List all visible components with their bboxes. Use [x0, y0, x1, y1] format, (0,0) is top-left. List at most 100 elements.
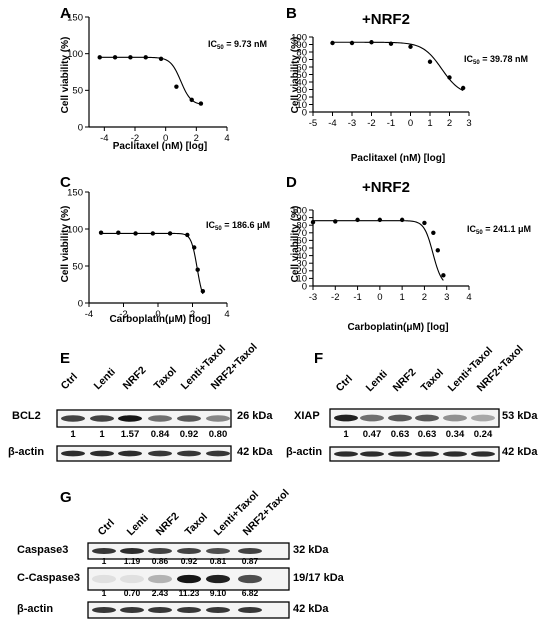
x-tick-label: -5: [309, 118, 317, 129]
blot-band: [443, 414, 467, 422]
x-tick-label: -4: [328, 118, 336, 129]
plot-a: 0 50 100 150 -4 -2 0 2 4: [67, 12, 230, 144]
lane-label: Ctrl: [334, 373, 355, 394]
kda-caspase3: 32 kDa: [293, 544, 329, 556]
blot-band: [177, 574, 201, 584]
blot-band: [120, 547, 144, 555]
data-point: [158, 56, 164, 61]
x-tick-label: 0: [163, 133, 168, 144]
panel-letter-f: F: [314, 350, 323, 367]
blot-frame: [56, 445, 232, 462]
lane-label: Taxol: [419, 367, 446, 394]
y-tick-label: 100: [291, 32, 307, 43]
y-tick-label: 10: [296, 100, 307, 111]
blot-band: [334, 451, 358, 457]
blot-frame: [329, 446, 500, 462]
panel-b: B +NRF2 Cell viability (%) Paclitaxel (n…: [286, 5, 528, 164]
x-tick-label: -3: [348, 118, 356, 129]
y-tick-label: 50: [296, 243, 307, 254]
data-point: [460, 85, 466, 91]
blot-band: [206, 415, 230, 422]
blot-band: [148, 415, 172, 422]
ic50-b: IC50 = 39.78 nM: [464, 54, 528, 66]
y-tick-label: 10: [296, 274, 307, 285]
xlabel-b: Paclitaxel (nM) [log]: [351, 153, 445, 164]
quant-value: 0.24: [474, 429, 493, 440]
x-tick-label: -2: [331, 292, 339, 303]
quant-row-bcl2: 1 1 1.57 0.84 0.92 0.80: [70, 429, 227, 440]
data-point: [310, 219, 316, 225]
x-tick-label: -1: [387, 118, 395, 129]
data-point: [355, 217, 360, 223]
y-tick-label: 0: [78, 122, 83, 133]
blot-band: [120, 574, 144, 584]
data-point: [133, 231, 138, 236]
data-point: [441, 273, 446, 278]
y-tick-label: 100: [67, 49, 83, 60]
y-tick-label: 30: [296, 85, 307, 96]
blot-band: [443, 451, 467, 457]
panel-letter-b: B: [286, 5, 297, 22]
x-tick-label: 2: [194, 133, 199, 144]
x-tick-label: -4: [85, 309, 93, 320]
blot-band: [177, 606, 201, 614]
data-point: [185, 232, 190, 238]
fit-curve: [101, 232, 204, 295]
data-point: [174, 84, 179, 89]
quant-value: 0.63: [391, 429, 410, 440]
blot-band: [206, 606, 230, 614]
header-nrf2-d: +NRF2: [362, 179, 410, 196]
row-label-actin-e: β-actin: [8, 446, 44, 458]
blot-strip-actin-f: [329, 446, 500, 462]
lane-label: Taxol: [183, 511, 210, 538]
panel-f: F Ctrl Lenti NRF2 Taxol Lenti+Taxol NRF2…: [286, 343, 538, 462]
y-tick-label: 0: [302, 281, 307, 292]
lane-label: Ctrl: [96, 517, 117, 538]
data-point: [427, 59, 433, 64]
data-point: [435, 248, 440, 253]
x-tick-label: 1: [427, 118, 432, 129]
quant-value: 0.80: [209, 429, 228, 440]
y-tick-label: 50: [72, 86, 83, 97]
panel-g: G Ctrl Lenti NRF2 Taxol Lenti+Taxol NRF2…: [17, 487, 345, 619]
quant-value: 0.92: [180, 429, 199, 440]
blot-band: [388, 414, 412, 422]
lane-label: Lenti: [92, 366, 118, 392]
blot-band: [360, 451, 384, 457]
y-tick-label: 20: [296, 266, 307, 277]
quant-value: 2.43: [152, 588, 169, 598]
x-tick-label: 1: [399, 292, 404, 303]
x-tick-label: 3: [466, 118, 471, 129]
blot-band: [415, 414, 439, 422]
data-point: [97, 55, 102, 60]
blot-band: [388, 451, 412, 457]
y-tick-label: 80: [296, 221, 307, 232]
y-tick-label: 40: [296, 77, 307, 88]
lane-label: NRF2: [391, 366, 419, 394]
fit-curve: [99, 56, 202, 105]
blot-band: [238, 574, 262, 584]
blot-band: [415, 451, 439, 457]
x-tick-label: -4: [100, 133, 108, 144]
blot-strip-xiap: [329, 408, 500, 428]
blot-strip-actin-g: [87, 601, 290, 619]
y-tick-label: 20: [296, 92, 307, 103]
xlabel-d: Carboplatin(μM) [log]: [347, 322, 448, 333]
blot-strip-actin-e: [56, 445, 232, 462]
panel-letter-d: D: [286, 174, 297, 191]
quant-value: 0.87: [242, 556, 259, 566]
y-tick-label: 100: [67, 224, 83, 235]
x-tick-label: 4: [224, 133, 229, 144]
data-point: [330, 40, 335, 46]
data-point: [447, 75, 452, 80]
ylabel-c: Cell viability (%): [60, 206, 71, 283]
x-tick-label: 3: [444, 292, 449, 303]
data-point: [112, 55, 118, 60]
ylabel-d: Cell viability (%): [290, 206, 301, 283]
quant-value: 0.47: [363, 429, 382, 440]
data-point: [116, 230, 121, 235]
quant-value: 1.19: [124, 556, 141, 566]
y-tick-label: 90: [296, 40, 307, 51]
blot-band: [92, 606, 116, 614]
